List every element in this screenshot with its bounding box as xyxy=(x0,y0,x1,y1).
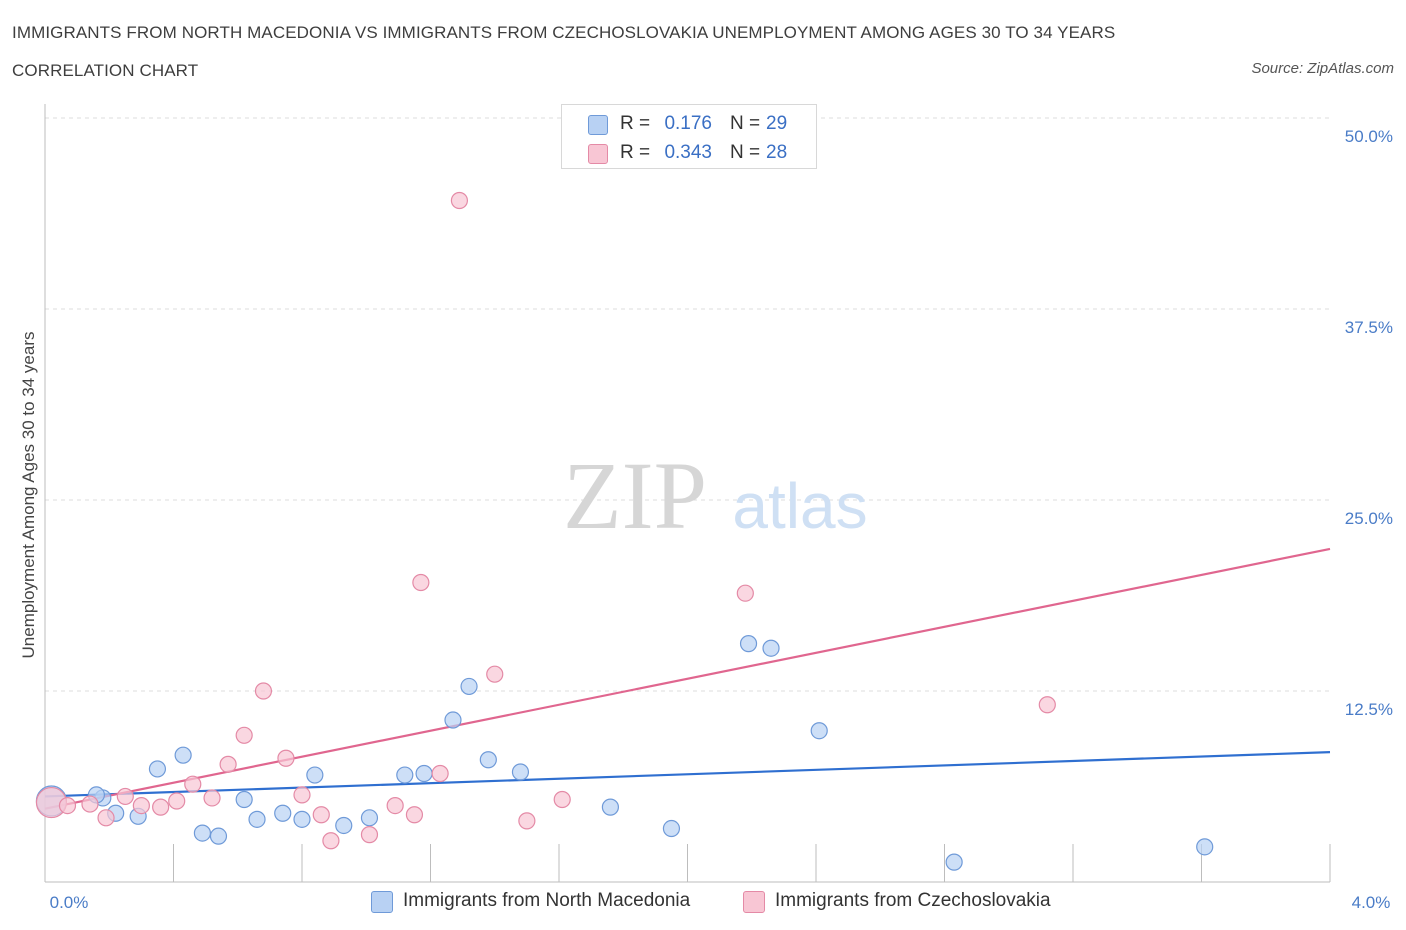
point-blue xyxy=(174,746,192,764)
watermark-atlas: atlas xyxy=(732,470,867,542)
chart-title: IMMIGRANTS FROM NORTH MACEDONIA VS IMMIG… xyxy=(12,23,1116,80)
point-pink xyxy=(58,796,77,815)
point-blue xyxy=(148,760,167,778)
legend-r-label: R = xyxy=(620,113,651,134)
point-blue xyxy=(945,853,963,871)
legend-n-value: 29 xyxy=(766,113,788,134)
point-blue xyxy=(762,639,780,657)
series-swatch-blue xyxy=(371,891,393,913)
y-tick-label: 12.5% xyxy=(1345,700,1393,719)
series-swatch-pink xyxy=(743,891,765,913)
point-blue xyxy=(193,824,212,842)
point-blue xyxy=(274,804,292,822)
point-pink xyxy=(518,812,536,830)
watermark-zip: ZIP xyxy=(563,442,707,549)
point-pink xyxy=(312,806,330,824)
point-pink xyxy=(553,790,571,809)
point-pink xyxy=(81,795,99,813)
point-blue xyxy=(306,766,324,784)
legend-n-label: N = xyxy=(730,142,761,163)
point-blue xyxy=(1196,838,1214,856)
point-blue xyxy=(293,810,311,828)
point-pink xyxy=(431,764,449,783)
y-axis-label: Unemployment Among Ages 30 to 34 years xyxy=(19,332,38,659)
point-pink xyxy=(360,826,379,844)
point-pink xyxy=(450,191,469,210)
grid-lines xyxy=(45,117,1330,692)
y-tick-label: 50.0% xyxy=(1345,127,1393,146)
point-blue xyxy=(360,809,379,827)
point-blue xyxy=(810,722,828,740)
watermark: ZIP atlas xyxy=(563,442,868,549)
point-blue xyxy=(248,810,266,828)
point-pink xyxy=(152,798,170,816)
point-pink xyxy=(1038,696,1056,714)
point-pink xyxy=(486,665,504,683)
y-tick-label: 37.5% xyxy=(1345,318,1393,337)
point-pink xyxy=(97,809,115,827)
legend-r-value: 0.343 xyxy=(664,142,712,163)
point-pink xyxy=(184,775,202,793)
point-blue xyxy=(235,790,253,809)
point-pink xyxy=(203,789,221,807)
point-pink xyxy=(277,749,295,767)
x-tick-label-max: 4.0% xyxy=(1352,893,1391,912)
series-legend: Immigrants from North Macedonia Immigran… xyxy=(0,888,1406,918)
point-blue xyxy=(444,711,462,729)
point-pink xyxy=(132,796,150,815)
x-tick-label-min: 0.0% xyxy=(50,893,89,912)
legend-n-value: 28 xyxy=(766,142,788,163)
y-tick-label: 25.0% xyxy=(1345,509,1393,528)
series-name: Immigrants from Czechoslovakia xyxy=(775,890,1051,911)
point-pink xyxy=(219,755,237,773)
point-blue xyxy=(209,827,228,845)
point-blue xyxy=(460,677,478,696)
point-pink xyxy=(116,787,134,806)
data-points xyxy=(35,191,1214,871)
point-blue xyxy=(479,751,497,769)
legend-row-czechoslovakia: R = 0.343 N = 28 xyxy=(562,138,816,168)
legend-swatch-blue xyxy=(588,115,608,135)
axes xyxy=(44,104,1331,883)
point-blue xyxy=(511,763,530,781)
legend-row-north-macedonia: R = 0.176 N = 29 xyxy=(562,109,816,139)
legend-r-value: 0.176 xyxy=(664,113,712,134)
trend-line-blue xyxy=(44,751,1331,798)
point-pink xyxy=(736,584,754,602)
point-blue xyxy=(335,816,353,835)
point-blue xyxy=(662,819,681,838)
point-pink xyxy=(412,573,430,592)
point-pink xyxy=(293,786,311,804)
point-blue xyxy=(601,798,620,816)
point-pink xyxy=(254,682,273,700)
correlation-legend: R = 0.176 N = 29 R = 0.343 N = 28 xyxy=(561,104,817,169)
point-pink xyxy=(168,792,186,810)
point-blue xyxy=(739,635,758,653)
point-pink xyxy=(386,796,404,815)
trend-lines xyxy=(44,547,1331,810)
legend-swatch-pink xyxy=(588,144,608,164)
legend-r-label: R = xyxy=(620,142,651,163)
legend-n-label: N = xyxy=(730,113,761,134)
point-pink xyxy=(235,726,253,744)
point-pink xyxy=(405,806,424,824)
source-label: Source: ZipAtlas.com xyxy=(1251,60,1394,77)
trend-line-pink xyxy=(44,547,1331,810)
tick-labels: 12.5% 25.0% 37.5% 50.0% 0.0% 4.0% xyxy=(50,127,1393,912)
point-pink xyxy=(322,832,340,850)
series-name: Immigrants from North Macedonia xyxy=(403,890,691,911)
point-blue xyxy=(396,766,414,784)
point-blue xyxy=(415,764,433,783)
